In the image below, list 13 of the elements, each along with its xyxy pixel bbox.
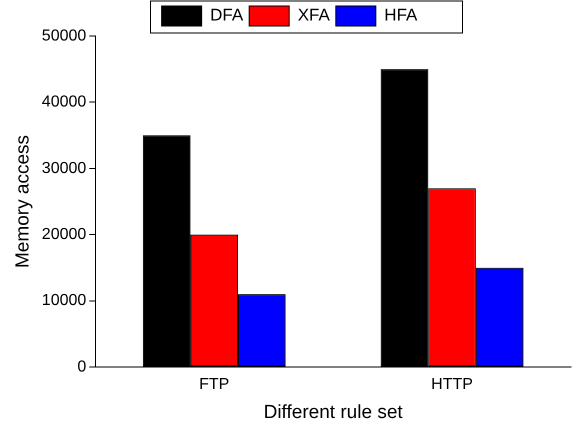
y-tick-label: 10000 <box>42 292 86 310</box>
x-tick-label: HTTP <box>431 376 473 394</box>
y-tick-label: 40000 <box>42 94 86 111</box>
y-tick-label: 50000 <box>42 27 86 44</box>
x-tick-label: FTP <box>199 376 230 394</box>
y-tick-label: 20000 <box>42 226 86 244</box>
legend-label: DFA <box>210 6 244 25</box>
legend-label: XFA <box>298 6 330 25</box>
y-tick-label: 30000 <box>42 160 86 177</box>
x-axis-title: Different rule set <box>264 402 404 423</box>
y-tick-label: 0 <box>77 358 86 376</box>
y-axis-title: Memory access <box>12 134 34 268</box>
legend-label: HFA <box>384 6 418 25</box>
